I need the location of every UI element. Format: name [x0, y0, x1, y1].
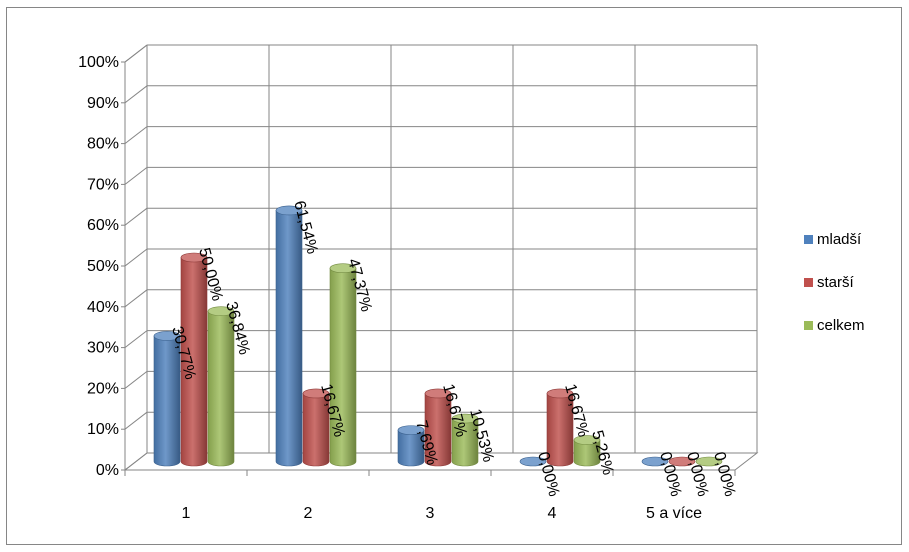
y-tick-label: 60%: [87, 217, 119, 234]
legend-swatch: [804, 235, 813, 244]
bar-top: [668, 456, 696, 467]
y-tick-label: 20%: [87, 380, 119, 397]
side-gridline: [124, 167, 148, 185]
bar-top: [180, 252, 208, 263]
x-tick-label: 1: [182, 505, 191, 522]
floor: [123, 452, 759, 471]
bar-body: [573, 439, 601, 467]
bar-top: [641, 456, 669, 467]
bar-top: [546, 388, 574, 399]
legend-layer: mladší starší celkem: [804, 231, 865, 334]
y-tick-label: 50%: [87, 258, 119, 275]
side-wall-top: [124, 44, 148, 63]
bar-body: [451, 418, 479, 467]
side-gridline: [124, 289, 148, 308]
bar-top: [397, 425, 425, 435]
side-gridline: [124, 248, 148, 267]
legend-swatch: [804, 321, 813, 330]
y-tick-label: 70%: [87, 176, 119, 193]
bar-top: [424, 388, 452, 399]
bar-top: [573, 435, 601, 445]
bar-body: [153, 335, 181, 467]
legend-label: mladší: [817, 231, 862, 248]
bar-body: [546, 393, 574, 467]
side-gridline: [124, 371, 148, 389]
bar-body: [275, 210, 303, 467]
y-tick-label: 0%: [96, 462, 119, 479]
legend-swatch: [804, 278, 813, 287]
data-label: 0,00%: [710, 450, 738, 498]
side-gridline: [124, 207, 148, 226]
bar-top: [207, 306, 235, 316]
bar-top: [329, 263, 357, 274]
axis-layer: 0% 10% 20% 30% 40% 50% 60% 70% 80% 90% 100% 1 2 3 4 5 a…: [78, 44, 759, 522]
y-tick-label: 90%: [87, 95, 119, 112]
y-tick-label: 100%: [78, 54, 119, 71]
y-tick-label: 40%: [87, 299, 119, 316]
bar-body: [397, 429, 425, 467]
bar-top: [302, 388, 330, 399]
bar-top: [153, 331, 181, 341]
bar-top: [275, 205, 303, 216]
bar-body: [424, 393, 452, 467]
side-gridline: [124, 330, 148, 348]
y-tick-label: 30%: [87, 340, 119, 357]
legend-label: celkem: [817, 317, 865, 334]
y-tick-label: 80%: [87, 136, 119, 153]
x-tick-label: 4: [548, 505, 557, 522]
bar-top: [519, 456, 547, 467]
x-tick-label: 2: [304, 505, 313, 522]
bars-layer: [153, 205, 723, 467]
x-tick-label: 5 a více: [646, 505, 702, 522]
side-gridline: [124, 411, 148, 430]
bar-top: [695, 456, 723, 467]
bar-body: [207, 310, 235, 467]
bar-body: [180, 257, 208, 467]
bar-body: [329, 267, 357, 467]
side-gridline: [124, 126, 148, 144]
x-tick-label: 3: [426, 505, 435, 522]
bar-body: [302, 393, 330, 467]
side-gridline: [124, 85, 148, 104]
bar-top: [451, 413, 479, 424]
legend-label: starší: [817, 274, 855, 291]
y-tick-label: 10%: [87, 421, 119, 438]
